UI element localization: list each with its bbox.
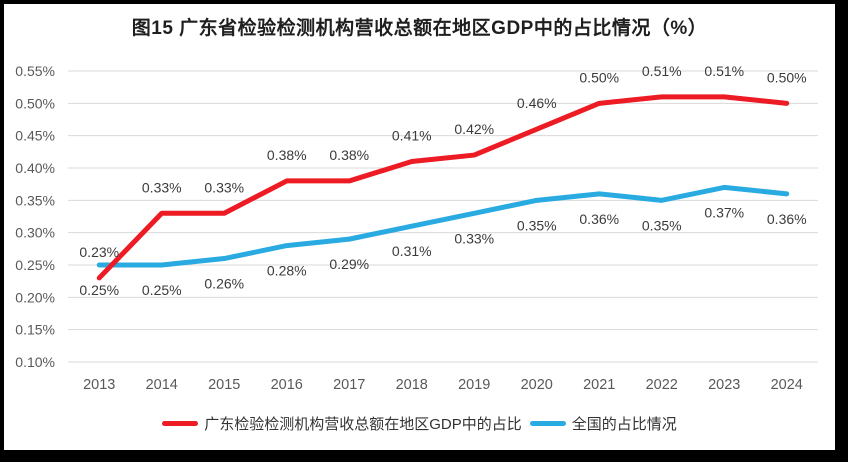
- red-line-swatch-icon: [162, 420, 199, 426]
- x-axis-tick-label: 2015: [208, 377, 240, 393]
- series-line-guangdong: [96, 94, 790, 281]
- guangdong-data-label: 0.33%: [204, 179, 244, 195]
- y-axis-tick-label: 0.50%: [15, 95, 55, 111]
- guangdong-data-label: 0.33%: [142, 179, 182, 195]
- chart-canvas: 图15 广东省检验检测机构营收总额在地区GDP中的占比情况（%） 0.55% 0.…: [4, 4, 835, 450]
- national-data-label: 0.37%: [704, 204, 744, 220]
- guangdong-data-label: 0.23%: [79, 244, 119, 260]
- guangdong-data-label: 0.41%: [392, 128, 432, 144]
- legend-item-national: 全国的占比情况: [529, 413, 677, 434]
- legend-label-guangdong: 广东检验检测机构营收总额在地区GDP中的占比: [204, 415, 522, 433]
- y-axis-tick-label: 0.45%: [15, 128, 55, 144]
- x-axis-tick-label: 2023: [708, 377, 740, 393]
- legend-label-national: 全国的占比情况: [571, 415, 677, 433]
- x-axis-tick-label: 2021: [583, 377, 615, 393]
- guangdong-data-label: 0.38%: [329, 147, 369, 163]
- guangdong-data-label: 0.46%: [517, 95, 557, 111]
- y-axis-tick-label: 0.20%: [15, 289, 55, 305]
- guangdong-data-label: 0.50%: [767, 69, 807, 85]
- line-chart: 0.55% 0.50% 0.45% 0.40% 0.35% 0.30% 0.25% 0.20%…: [15, 63, 818, 393]
- guangdong-data-label: 0.50%: [579, 69, 619, 85]
- national-data-label: 0.36%: [579, 211, 619, 227]
- guangdong-data-label: 0.51%: [704, 63, 744, 79]
- x-axis-tick-label: 2017: [333, 377, 365, 393]
- x-axis-tick-label: 2018: [396, 377, 428, 393]
- blue-line-swatch-icon: [529, 420, 566, 426]
- national-data-label: 0.25%: [79, 282, 119, 298]
- chart-title: 图15 广东省检验检测机构营收总额在地区GDP中的占比情况（%）: [131, 18, 708, 39]
- guangdong-data-label: 0.51%: [642, 63, 682, 79]
- series-line-national: [96, 184, 790, 268]
- y-axis-tick-label: 0.55%: [15, 63, 55, 79]
- x-axis-tick-label: 2024: [771, 377, 803, 393]
- y-axis-tick-label: 0.25%: [15, 257, 55, 273]
- national-data-label: 0.36%: [767, 211, 807, 227]
- national-data-label: 0.33%: [454, 230, 494, 246]
- y-axis-tick-label: 0.35%: [15, 192, 55, 208]
- x-axis-tick-label: 2016: [271, 377, 303, 393]
- x-axis-tick-label: 2014: [146, 377, 178, 393]
- y-axis-tick-label: 0.15%: [15, 322, 55, 338]
- y-axis-tick-label: 0.40%: [15, 160, 55, 176]
- national-data-label: 0.35%: [642, 217, 682, 233]
- national-data-label: 0.29%: [329, 256, 369, 272]
- x-axis-tick-label: 2013: [83, 377, 115, 393]
- y-axis-tick-label: 0.10%: [15, 354, 55, 370]
- y-axis-tick-label: 0.30%: [15, 225, 55, 241]
- legend-item-guangdong: 广东检验检测机构营收总额在地区GDP中的占比: [162, 413, 522, 434]
- x-axis-tick-label: 2020: [521, 377, 553, 393]
- guangdong-data-label: 0.38%: [267, 147, 307, 163]
- guangdong-data-label: 0.42%: [454, 121, 494, 137]
- x-axis-tick-label: 2022: [646, 377, 678, 393]
- national-data-label: 0.25%: [142, 282, 182, 298]
- chart-legend: 广东检验检测机构营收总额在地区GDP中的占比 全国的占比情况: [4, 410, 835, 436]
- x-axis-tick-label: 2019: [458, 377, 490, 393]
- national-data-label: 0.35%: [517, 217, 557, 233]
- national-data-label: 0.31%: [392, 243, 432, 259]
- national-data-label: 0.26%: [204, 276, 244, 292]
- national-data-label: 0.28%: [267, 263, 307, 279]
